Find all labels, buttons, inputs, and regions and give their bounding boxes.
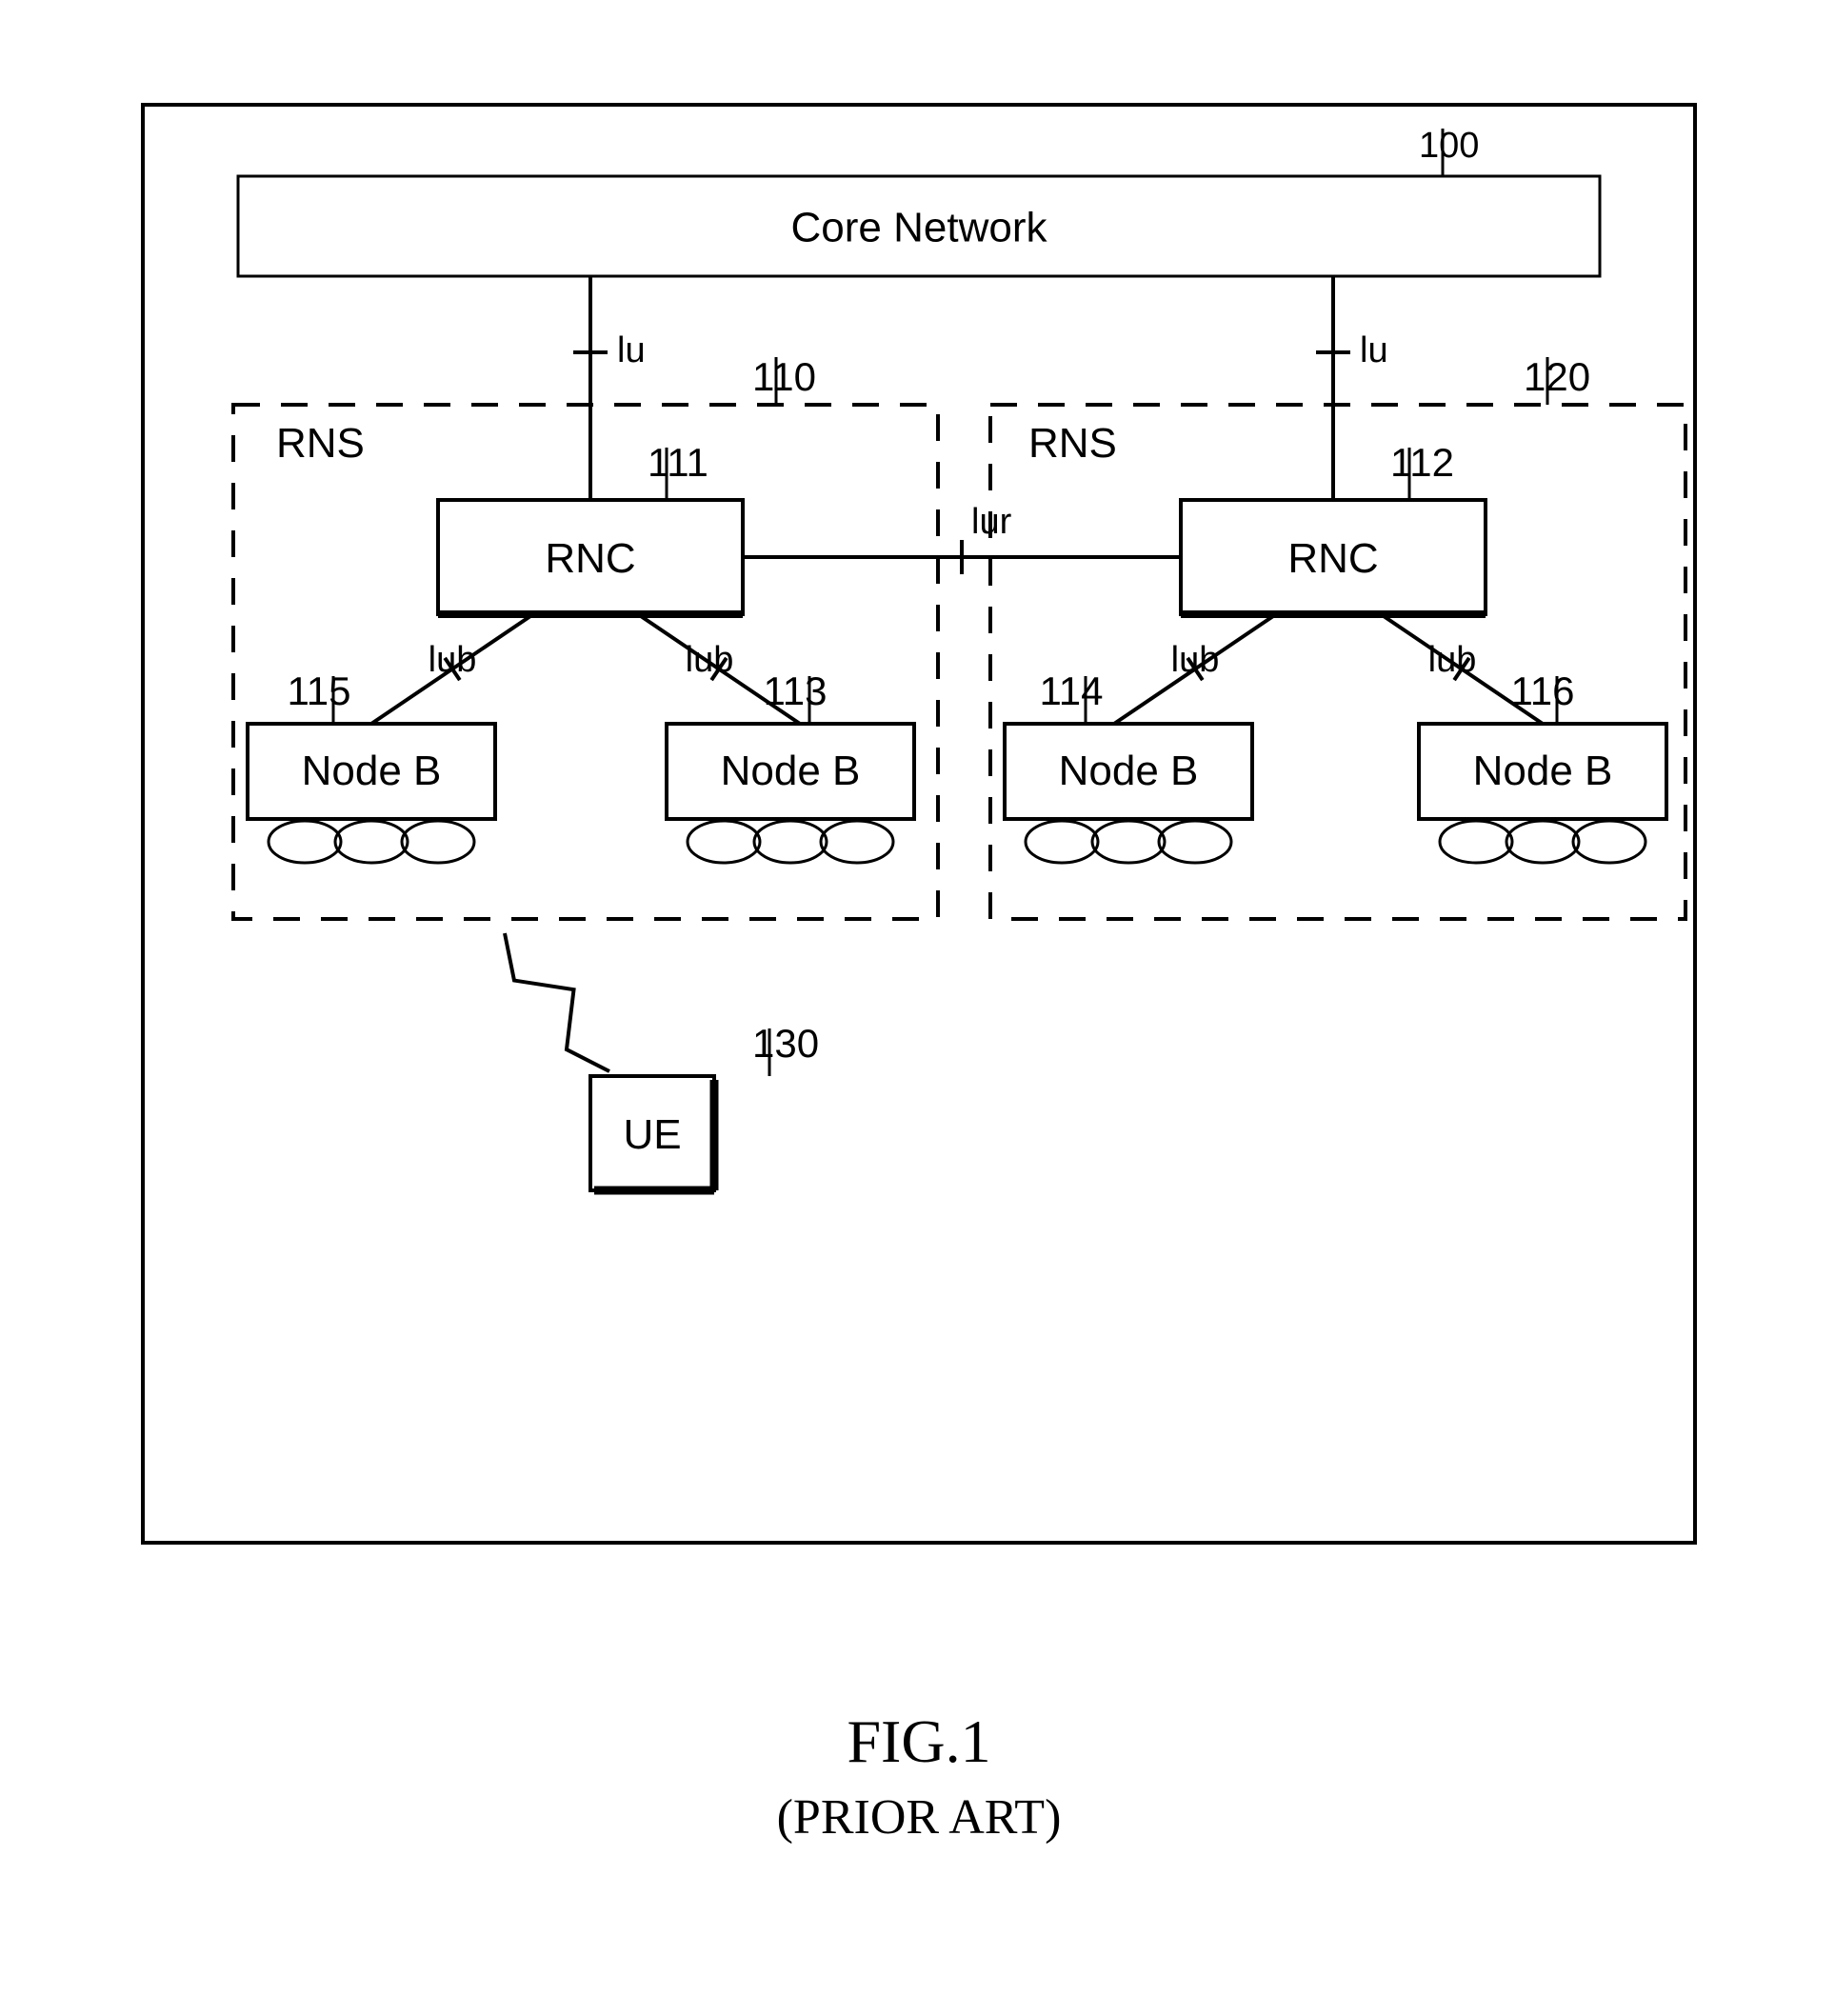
svg-text:lu: lu — [617, 330, 646, 370]
svg-text:lu: lu — [1360, 330, 1388, 370]
svg-text:lub: lub — [429, 640, 477, 680]
svg-text:lub: lub — [1171, 640, 1220, 680]
svg-text:116: 116 — [1511, 669, 1575, 713]
svg-text:UE: UE — [623, 1111, 681, 1158]
svg-text:lub: lub — [1428, 640, 1477, 680]
svg-text:(PRIOR ART): (PRIOR ART) — [777, 1790, 1062, 1845]
svg-text:RNC: RNC — [1287, 535, 1378, 582]
network-diagram: Core Network 100 RNS 110 lu RNC 111 lub lub Node … — [0, 0, 1835, 2016]
svg-text:lub: lub — [686, 640, 734, 680]
svg-text:111: 111 — [648, 440, 708, 485]
svg-text:RNC: RNC — [545, 535, 635, 582]
svg-text:112: 112 — [1390, 440, 1454, 485]
svg-text:114: 114 — [1040, 669, 1104, 713]
svg-text:Node B: Node B — [302, 748, 442, 794]
svg-text:130: 130 — [752, 1021, 819, 1066]
svg-text:Node B: Node B — [1059, 748, 1199, 794]
svg-text:113: 113 — [764, 669, 828, 713]
svg-text:120: 120 — [1524, 354, 1590, 399]
svg-text:RNS: RNS — [1028, 420, 1117, 467]
svg-text:RNS: RNS — [276, 420, 365, 467]
svg-text:Core Network: Core Network — [791, 205, 1048, 251]
svg-text:Node B: Node B — [1473, 748, 1613, 794]
svg-text:100: 100 — [1419, 126, 1479, 166]
svg-text:FIG.1: FIG.1 — [847, 1707, 990, 1775]
svg-text:110: 110 — [752, 354, 816, 399]
svg-text:lur: lur — [971, 502, 1012, 542]
svg-text:115: 115 — [288, 669, 351, 713]
svg-text:Node B: Node B — [721, 748, 861, 794]
